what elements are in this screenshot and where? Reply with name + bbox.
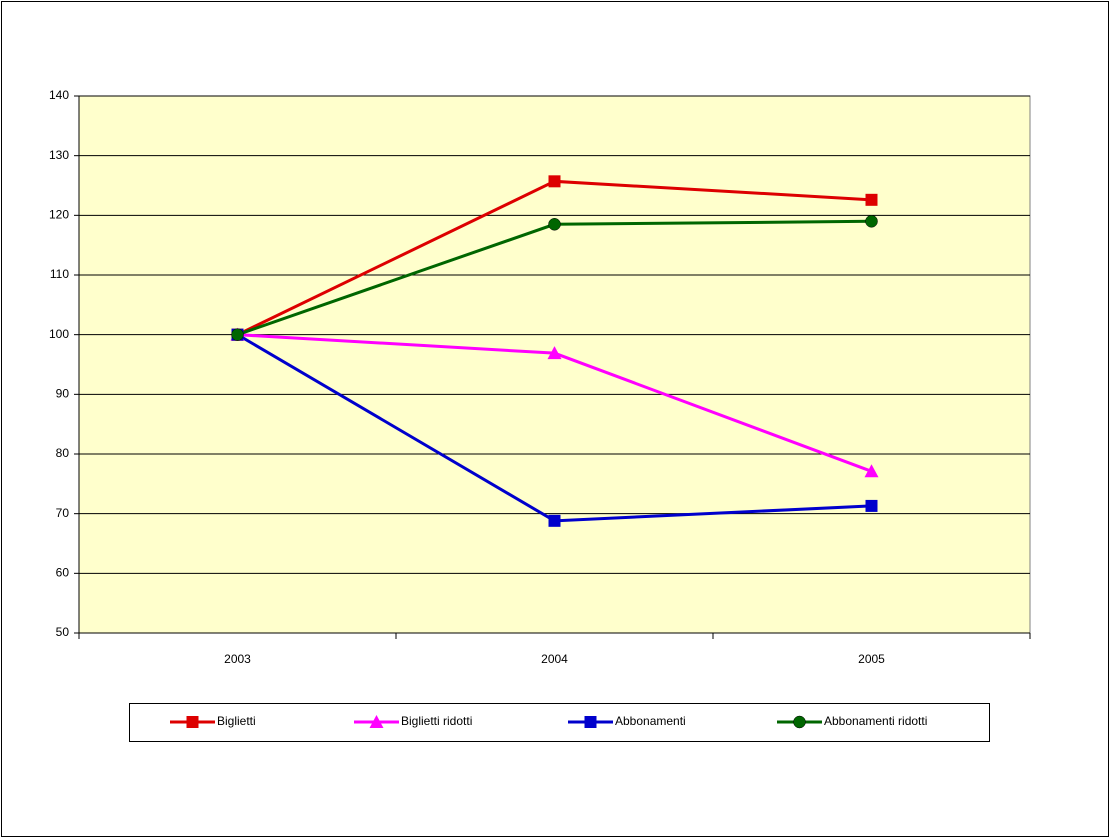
legend-box bbox=[129, 703, 990, 742]
x-tick-label: 2005 bbox=[858, 652, 885, 666]
legend-marker bbox=[584, 716, 597, 728]
data-point bbox=[548, 175, 561, 188]
data-point bbox=[547, 346, 562, 360]
legend-marker bbox=[793, 715, 806, 729]
y-tick-label: 110 bbox=[50, 267, 69, 281]
x-tick-label: 2003 bbox=[224, 652, 251, 666]
data-point bbox=[865, 215, 878, 228]
legend-marker bbox=[369, 715, 384, 728]
data-point bbox=[231, 328, 244, 341]
y-tick-label: 50 bbox=[56, 625, 70, 639]
data-point bbox=[864, 464, 879, 478]
legend-label: Abbonamenti bbox=[615, 714, 686, 728]
y-tick-label: 140 bbox=[49, 88, 69, 102]
data-point bbox=[865, 499, 878, 512]
data-point bbox=[548, 218, 561, 231]
y-tick-label: 120 bbox=[49, 208, 69, 222]
y-tick-label: 100 bbox=[49, 327, 69, 341]
x-tick-label: 2004 bbox=[541, 652, 568, 666]
y-tick-label: 80 bbox=[56, 446, 70, 460]
legend-label: Biglietti bbox=[217, 714, 256, 728]
data-point bbox=[548, 514, 561, 527]
y-tick-label: 70 bbox=[56, 506, 70, 520]
y-tick-label: 60 bbox=[56, 566, 70, 580]
data-point bbox=[865, 193, 878, 206]
legend-label: Abbonamenti ridotti bbox=[824, 714, 927, 728]
y-tick-label: 90 bbox=[56, 387, 70, 401]
legend-marker bbox=[186, 716, 199, 728]
y-tick-label: 130 bbox=[49, 148, 69, 162]
legend-label: Biglietti ridotti bbox=[401, 714, 472, 728]
